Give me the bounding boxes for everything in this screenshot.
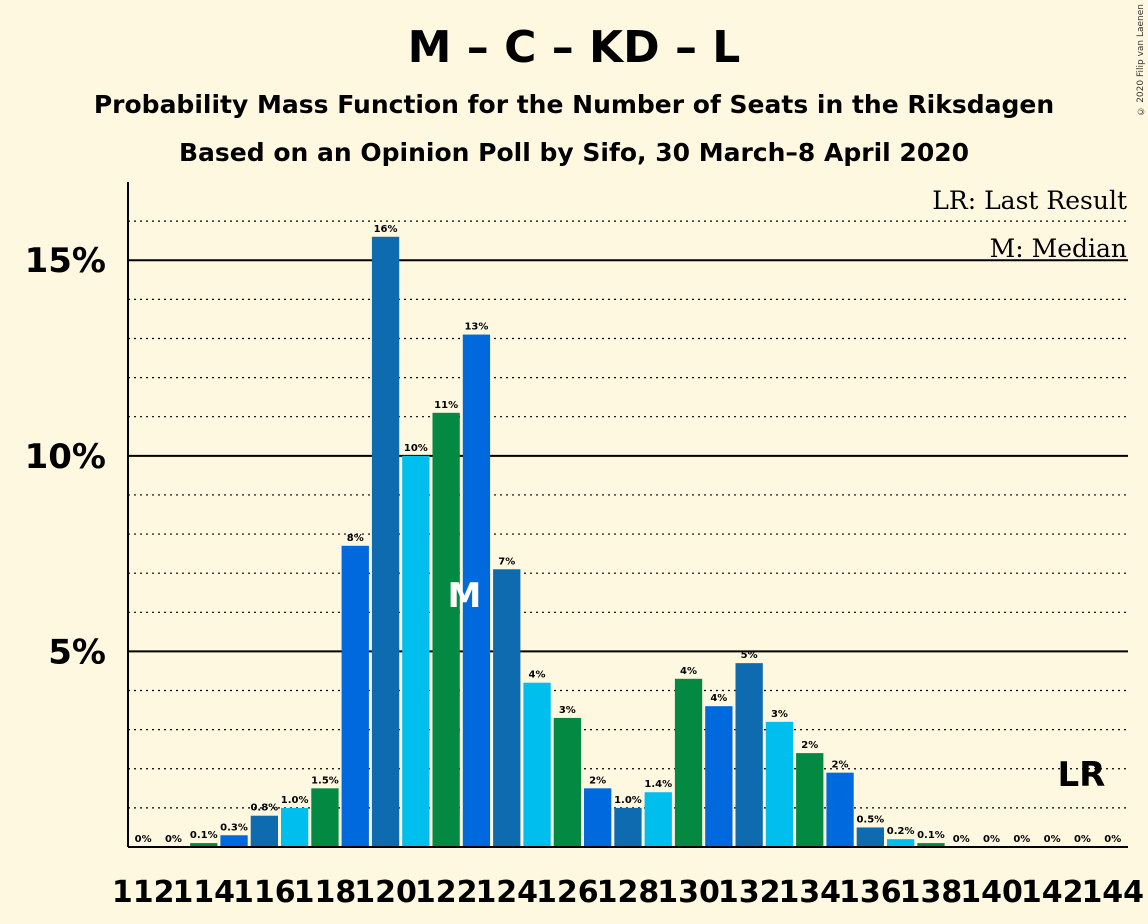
bar-label-seat-142: 0% [1044, 834, 1061, 845]
bar-value-labels: 0% 0% 0.1%0.3%0.8%1.0%1.5%8%16%10%11%13%7%… [135, 224, 1122, 845]
axes [127, 182, 1128, 848]
bar-label-seat-114: 0.1% [190, 830, 218, 841]
bar-label-seat-130: 4% [680, 666, 697, 677]
bar-label-seat-120: 16% [374, 224, 398, 235]
bar-seat-134 [796, 753, 824, 847]
x-tick-label: 134 [778, 875, 841, 910]
bar-seat-120 [371, 236, 400, 847]
x-tick-label: 126 [536, 875, 599, 910]
bar-label-seat-141: 0% [1013, 834, 1030, 845]
bar-seat-132 [735, 663, 763, 847]
bar-label-seat-123: 13% [464, 322, 488, 333]
bar-seat-136 [856, 827, 884, 847]
legend-last-result: LR: Last Result [932, 186, 1127, 215]
bar-label-seat-127: 2% [589, 775, 606, 786]
bar-seat-129 [644, 792, 672, 847]
bar-seat-116 [250, 815, 278, 847]
x-tick-label: 142 [1021, 875, 1084, 910]
y-tick-label: 5% [48, 632, 106, 672]
bar-label-seat-117: 1.0% [281, 795, 309, 806]
bar-label-seat-125: 4% [529, 670, 546, 681]
bar-label-seat-143: 0% [1074, 834, 1091, 845]
bar-seat-118 [311, 788, 339, 847]
bar-label-seat-124: 7% [498, 556, 515, 567]
bar-label-seat-137: 0.2% [887, 826, 915, 837]
legend-median: M: Median [990, 234, 1127, 263]
bar-label-seat-136: 0.5% [856, 814, 884, 825]
bar-seat-117 [281, 807, 309, 847]
x-tick-label: 144 [1081, 875, 1144, 910]
bar-label-seat-144: 0% [1104, 834, 1121, 845]
x-tick-label: 140 [960, 875, 1023, 910]
bar-seat-137 [887, 839, 915, 847]
bar-seat-119 [341, 545, 369, 847]
bar-label-seat-112: 0% [135, 834, 152, 845]
x-tick-label: 132 [718, 875, 781, 910]
bar-label-seat-131: 4% [710, 693, 727, 704]
bar-seat-128 [614, 807, 642, 847]
bar-seat-121 [402, 455, 430, 847]
y-tick-labels: 5% 10% 15% [25, 241, 106, 672]
bar-label-seat-116: 0.8% [250, 803, 278, 814]
bar-seat-124 [493, 569, 521, 847]
bar-label-seat-113: 0% [165, 834, 182, 845]
chart-title: M – C – KD – L [407, 22, 741, 73]
bar-seat-123 [462, 334, 491, 847]
x-tick-labels: 1121141161181201221241261281301321341361… [112, 875, 1144, 910]
bar-seat-130 [674, 678, 703, 847]
grid-lines [128, 220, 1128, 809]
chart-subtitle-source: Based on an Opinion Poll by Sifo, 30 Mar… [178, 138, 969, 167]
x-tick-label: 118 [294, 875, 357, 910]
bar-label-seat-122: 11% [434, 400, 458, 411]
x-tick-label: 122 [415, 875, 478, 910]
bar-label-seat-135: 2% [832, 760, 849, 771]
markers: M LR [448, 576, 1106, 795]
bar-label-seat-119: 8% [347, 533, 364, 544]
bar-seat-133 [765, 721, 794, 847]
y-tick-label: 15% [25, 241, 106, 281]
bar-label-seat-139: 0% [953, 834, 970, 845]
bars [190, 236, 945, 847]
x-tick-label: 114 [172, 875, 235, 910]
chart-subtitle: Probability Mass Function for the Number… [93, 90, 1055, 119]
bar-seat-115 [220, 835, 248, 847]
bar-label-seat-133: 3% [771, 709, 788, 720]
last-result-marker: LR [1058, 755, 1106, 795]
x-tick-label: 136 [839, 875, 902, 910]
bar-label-seat-129: 1.4% [644, 779, 672, 790]
bar-label-seat-140: 0% [983, 834, 1000, 845]
bar-seat-126 [553, 717, 581, 847]
bar-label-seat-126: 3% [559, 705, 576, 716]
bar-seat-131 [705, 706, 733, 847]
bar-label-seat-118: 1.5% [311, 775, 339, 786]
bar-label-seat-128: 1.0% [614, 795, 642, 806]
median-marker: M [448, 576, 482, 616]
bar-label-seat-121: 10% [404, 443, 428, 454]
x-tick-label: 112 [112, 875, 175, 910]
x-tick-label: 128 [597, 875, 660, 910]
x-tick-label: 130 [657, 875, 720, 910]
y-tick-label: 10% [25, 437, 106, 477]
bar-seat-125 [523, 682, 551, 847]
bar-seat-127 [584, 788, 612, 847]
bar-seat-114 [190, 843, 218, 847]
x-tick-label: 124 [475, 875, 538, 910]
bar-label-seat-115: 0.3% [220, 822, 248, 833]
bar-seat-138 [917, 843, 945, 847]
bar-seat-122 [432, 412, 460, 847]
bar-label-seat-138: 0.1% [917, 830, 945, 841]
x-tick-label: 120 [354, 875, 417, 910]
x-tick-label: 116 [233, 875, 296, 910]
bar-label-seat-134: 2% [801, 740, 818, 751]
bar-seat-135 [826, 772, 854, 847]
bar-label-seat-132: 5% [741, 650, 758, 661]
x-tick-label: 138 [900, 875, 963, 910]
